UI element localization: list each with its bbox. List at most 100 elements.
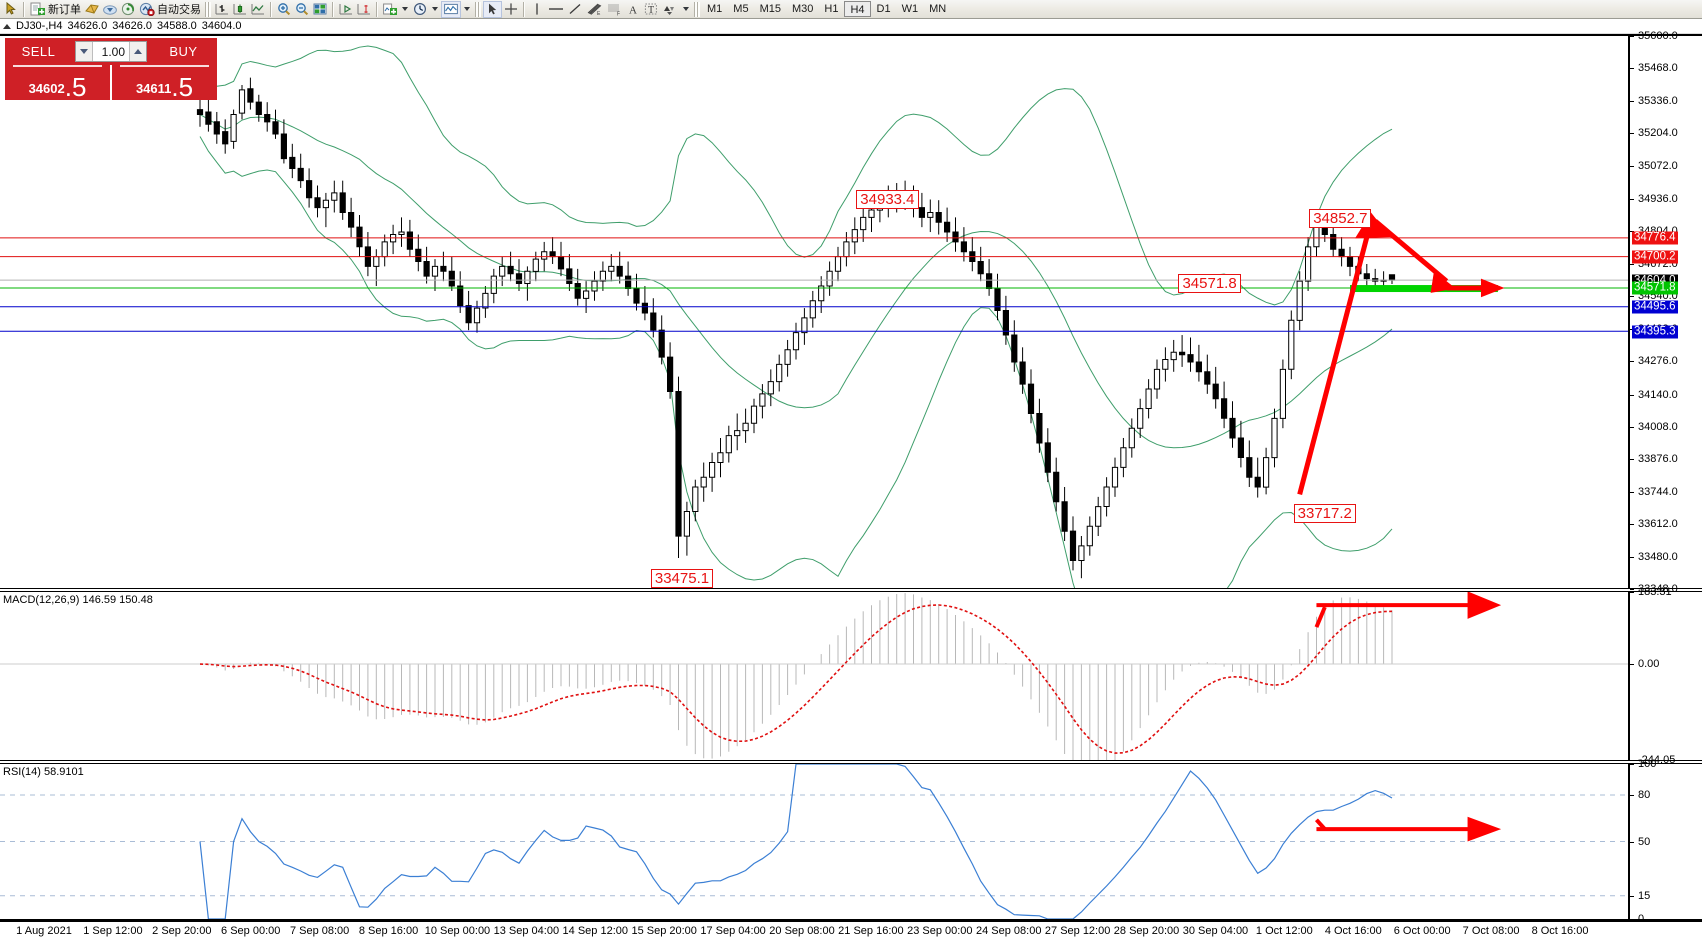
rsi-scale[interactable]: 100 80 50 15 0	[1628, 758, 1702, 925]
bar-chart-icon[interactable]	[213, 1, 231, 18]
macd-histogram	[200, 593, 1392, 760]
timeframe-m1[interactable]: M1	[707, 3, 723, 15]
buy-price-frac: .5	[171, 72, 194, 102]
new-order-button[interactable]: 新订单	[28, 1, 83, 18]
time-tick: 10 Sep 00:00	[424, 925, 491, 937]
trend-arrow-group[interactable]	[1297, 212, 1505, 495]
shapes-icon[interactable]	[660, 1, 680, 18]
time-axis[interactable]: 1 Aug 2021 1 Sep 12:00 2 Sep 20:00 6 Sep 00…	[0, 920, 1702, 939]
cursor-arrow-icon[interactable]	[2, 1, 20, 18]
axis-tick: 80	[1630, 789, 1650, 801]
toolbar-separator	[376, 1, 378, 17]
price-level-label[interactable]: 34776.4	[1632, 231, 1678, 245]
auto-scroll-icon[interactable]	[337, 1, 355, 18]
rsi-title: RSI(14) 58.9101	[3, 766, 84, 778]
sell-price[interactable]: 34602 .5	[5, 65, 110, 100]
text-icon[interactable]: A	[624, 1, 642, 18]
timeframe-w1[interactable]: W1	[901, 3, 919, 15]
volume-input[interactable]: 1.00	[75, 41, 147, 62]
price-level-label[interactable]: 34571.8	[1632, 281, 1678, 295]
new-order-icon	[30, 2, 46, 17]
macd-plot[interactable]	[0, 592, 1628, 760]
crosshair-icon[interactable]	[502, 1, 520, 18]
price-level-label[interactable]: 34395.3	[1632, 325, 1678, 339]
price-plot[interactable]: 34933.434852.734571.833717.233475.133388…	[0, 36, 1628, 588]
period-icon[interactable]	[411, 1, 429, 18]
price-annotation[interactable]: 34571.8	[1178, 273, 1241, 293]
price-tick: 33612.0	[1630, 518, 1678, 530]
timeframe-m30[interactable]: M30	[791, 3, 814, 15]
svg-text:E: E	[597, 11, 601, 16]
macd-pane[interactable]: MACD(12,26,9) 146.59 150.48 183.31 0.00 -2…	[0, 586, 1702, 766]
axis-tick: 0	[1630, 913, 1644, 925]
volume-control[interactable]: 1.00	[72, 38, 150, 65]
zoom-out-icon[interactable]	[293, 1, 311, 18]
svg-text:T: T	[648, 5, 654, 16]
vertical-line-icon[interactable]	[528, 1, 546, 18]
price-annotation[interactable]: 34933.4	[856, 190, 919, 210]
tile-windows-icon[interactable]	[311, 1, 329, 18]
period-dropdown-caret[interactable]	[432, 7, 438, 11]
history-icon[interactable]	[83, 1, 101, 18]
price-level-label[interactable]: 34495.6	[1632, 300, 1678, 314]
price-annotation[interactable]: 34852.7	[1309, 209, 1372, 229]
buy-button[interactable]: BUY	[150, 38, 217, 65]
trendline-icon[interactable]	[566, 1, 584, 18]
toolbar-grip[interactable]	[694, 1, 700, 17]
shapes-dropdown-caret[interactable]	[683, 7, 689, 11]
price-tick: 34936.0	[1630, 193, 1678, 205]
support-zone-rectangle[interactable]	[1350, 285, 1498, 293]
one-click-trading-panel[interactable]: SELL 1.00 BUY 34602 .5 34611 .5	[5, 38, 217, 100]
oct-top-row: SELL 1.00 BUY	[5, 38, 217, 65]
volume-decrement-button[interactable]	[76, 42, 93, 61]
open-value: 34626.0	[67, 20, 108, 32]
zoom-in-icon[interactable]	[275, 1, 293, 18]
toolbar-grip[interactable]	[475, 1, 481, 17]
chart-shift-icon[interactable]	[355, 1, 373, 18]
rsi-plot[interactable]	[0, 764, 1628, 919]
macd-trend-arrow[interactable]	[1314, 592, 1502, 628]
time-tick: 7 Sep 08:00	[289, 925, 350, 937]
fibonacci-icon[interactable]: F	[604, 1, 624, 18]
price-annotation[interactable]: 33717.2	[1293, 503, 1356, 523]
chart-area[interactable]: 34933.434852.734571.833717.233475.133388…	[0, 30, 1702, 925]
autotrading-button[interactable]: 自动交易	[137, 1, 203, 18]
time-tick: 14 Sep 12:00	[562, 925, 628, 937]
time-tick: 8 Sep 16:00	[358, 925, 419, 937]
main-toolbar: 新订单 自动交易	[0, 0, 1702, 19]
timeframe-m15[interactable]: M15	[759, 3, 781, 15]
toolbar-separator	[523, 1, 525, 17]
templates-dropdown-caret[interactable]	[464, 7, 470, 11]
price-scale[interactable]: 35600.0 35468.0 35336.0 35204.0 35072.0 34936…	[1628, 30, 1702, 595]
toolbar-grip[interactable]	[205, 1, 211, 17]
price-level-label[interactable]: 34700.2	[1632, 250, 1678, 264]
rsi-pane[interactable]: RSI(14) 58.9101 100 80 50 15 0	[0, 758, 1702, 925]
timeframe-h1[interactable]: H1	[824, 3, 839, 15]
line-chart-icon[interactable]	[249, 1, 267, 18]
buy-price-int: 34611	[135, 81, 172, 96]
equidistant-channel-icon[interactable]: E	[584, 1, 604, 18]
sell-button[interactable]: SELL	[5, 38, 72, 65]
timeframe-m5[interactable]: M5	[733, 3, 749, 15]
indicators-dropdown-caret[interactable]	[402, 7, 408, 11]
metaeditor-icon[interactable]	[119, 1, 137, 18]
volume-increment-button[interactable]	[129, 42, 146, 61]
volume-value[interactable]: 1.00	[101, 44, 125, 59]
price-annotation[interactable]: 33475.1	[650, 569, 714, 588]
text-label-icon[interactable]: T	[642, 1, 660, 18]
timeframe-d1[interactable]: D1	[876, 3, 891, 15]
macd-scale[interactable]: 183.31 0.00 -244.05	[1628, 586, 1702, 766]
buy-price[interactable]: 34611 .5	[110, 65, 217, 100]
price-pane[interactable]: 34933.434852.734571.833717.233475.133388…	[0, 30, 1702, 595]
candlestick-chart-icon[interactable]	[231, 1, 249, 18]
templates-icon[interactable]	[441, 0, 461, 18]
download-icon[interactable]	[101, 1, 119, 18]
horizontal-line-icon[interactable]	[546, 1, 566, 18]
rsi-trend-arrow[interactable]	[1314, 816, 1502, 842]
timeframe-h4[interactable]: H4	[844, 1, 871, 17]
cursor-select-icon[interactable]	[483, 0, 502, 18]
timeframe-mn[interactable]: MN	[929, 3, 947, 15]
indicators-icon[interactable]	[381, 1, 399, 18]
collapse-triangle-icon[interactable]	[3, 23, 11, 29]
